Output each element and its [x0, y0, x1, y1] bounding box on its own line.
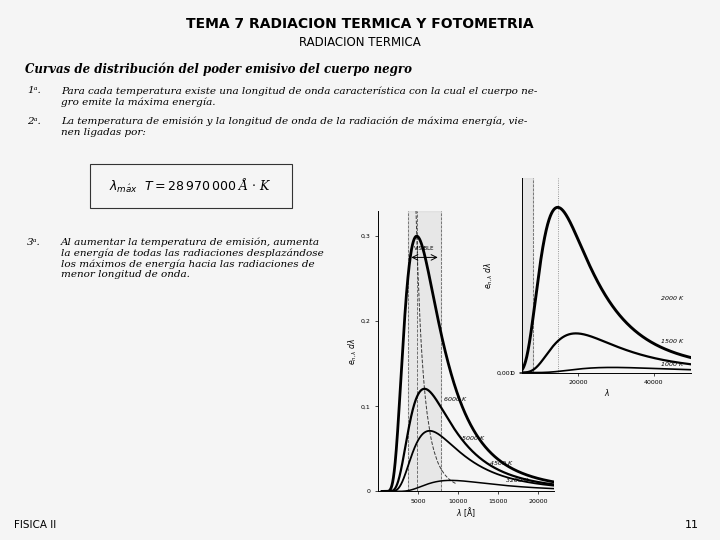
- Text: 2ᵃ.: 2ᵃ.: [27, 117, 41, 126]
- Text: Curvas de distribución del poder emisivo del cuerpo negro: Curvas de distribución del poder emisivo…: [25, 62, 412, 76]
- Text: 1000 K: 1000 K: [661, 362, 683, 367]
- Text: 3200 K: 3200 K: [506, 478, 528, 483]
- Text: RADIACION TERMICA: RADIACION TERMICA: [299, 36, 421, 49]
- Bar: [518, 178, 533, 373]
- Text: 3ᵃ.: 3ᵃ.: [27, 238, 41, 247]
- Text: 2000 K: 2000 K: [661, 296, 683, 301]
- Text: TEMA 7 RADIACION TERMICA Y FOTOMETRIA: TEMA 7 RADIACION TERMICA Y FOTOMETRIA: [186, 17, 534, 31]
- Text: 11: 11: [685, 520, 698, 530]
- Text: VISIBLE: VISIBLE: [414, 246, 435, 251]
- Y-axis label: $e_{n,\lambda}\ d\lambda$: $e_{n,\lambda}\ d\lambda$: [483, 262, 495, 289]
- Text: $\lambda_{m\acute{a}x}$  $T = 28\,970\,000$ Å $\cdot$ K: $\lambda_{m\acute{a}x}$ $T = 28\,970\,00…: [109, 177, 272, 195]
- Text: La temperatura de emisión y la longitud de onda de la radiación de máxima energí: La temperatura de emisión y la longitud …: [61, 117, 528, 137]
- Text: 1500 K: 1500 K: [661, 339, 683, 344]
- Bar: [408, 211, 441, 491]
- Text: 1ᵃ.: 1ᵃ.: [27, 86, 41, 96]
- X-axis label: $\lambda$: $\lambda$: [603, 387, 610, 397]
- Text: 5000 K: 5000 K: [462, 436, 485, 441]
- Y-axis label: $e_{n,\lambda}\ d\lambda$: $e_{n,\lambda}\ d\lambda$: [347, 338, 359, 364]
- Text: FISICA II: FISICA II: [14, 520, 57, 530]
- Text: Al aumentar la temperatura de emisión, aumenta
la energía de todas las radiacion: Al aumentar la temperatura de emisión, a…: [61, 238, 324, 280]
- X-axis label: $\lambda$ [Å]: $\lambda$ [Å]: [456, 505, 476, 519]
- FancyBboxPatch shape: [90, 164, 292, 208]
- Text: 6000 K: 6000 K: [444, 397, 466, 402]
- Text: 4500 K: 4500 K: [490, 461, 513, 466]
- Text: Para cada temperatura existe una longitud de onda característica con la cual el : Para cada temperatura existe una longitu…: [61, 86, 538, 107]
